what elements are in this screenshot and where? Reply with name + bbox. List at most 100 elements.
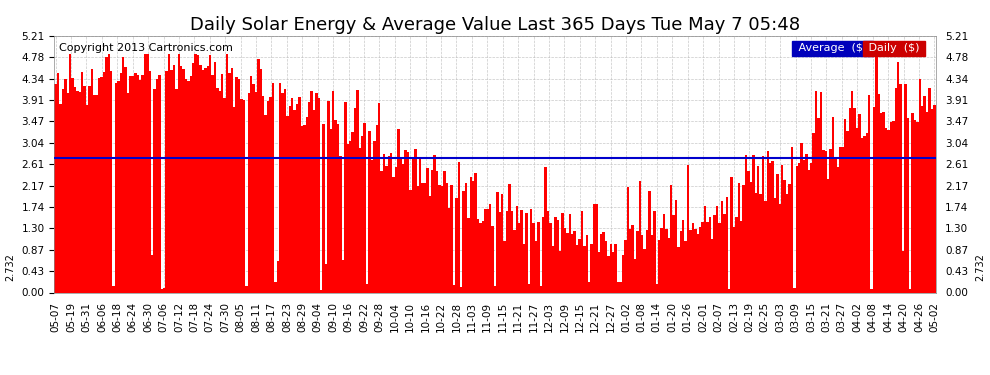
Bar [447,208,450,292]
Bar [837,167,839,292]
Bar [358,148,361,292]
Bar [615,244,617,292]
Bar [144,54,147,292]
Bar [530,209,533,292]
Bar [211,75,214,292]
Bar [856,128,858,292]
Bar [148,71,151,292]
Bar [397,129,400,292]
Bar [479,223,482,292]
Bar [380,171,383,292]
Bar [108,54,110,292]
Bar [759,194,761,292]
Bar [846,130,848,292]
Bar [69,54,71,292]
Bar [788,184,791,292]
Bar [93,95,95,292]
Bar [286,116,289,292]
Bar [264,115,267,292]
Bar [769,163,771,292]
Bar [892,122,895,292]
Bar [610,244,612,292]
Bar [926,112,929,292]
Bar [54,84,56,292]
Bar [835,159,837,292]
Bar [61,88,64,292]
Bar [335,120,337,292]
Bar [766,152,769,292]
Bar [209,55,211,292]
Bar [525,213,528,292]
Bar [271,83,274,292]
Bar [764,201,766,292]
Bar [902,251,904,292]
Bar [306,117,308,292]
Bar [254,92,257,292]
Bar [363,123,366,292]
Bar [187,81,190,292]
Bar [885,128,887,292]
Bar [808,170,810,292]
Bar [323,124,325,292]
Bar [839,147,842,292]
Bar [313,110,315,292]
Bar [134,73,137,292]
Bar [74,87,76,292]
Bar [887,130,890,292]
Bar [98,78,100,292]
Bar [345,102,346,292]
Bar [895,88,897,292]
Bar [709,217,711,292]
Bar [81,72,83,292]
Bar [243,100,246,292]
Bar [796,166,798,292]
Bar [934,105,936,292]
Bar [496,192,499,292]
Bar [714,215,716,292]
Bar [680,231,682,292]
Bar [229,73,231,292]
Bar [660,228,662,292]
Bar [246,286,248,292]
Bar [544,167,546,292]
Bar [521,210,523,292]
Bar [675,200,677,292]
Bar [716,206,719,292]
Bar [639,181,642,292]
Bar [742,185,744,292]
Bar [805,154,808,292]
Bar [786,194,788,292]
Bar [103,72,105,292]
Bar [422,183,424,292]
Bar [924,96,926,292]
Bar [513,230,516,292]
Bar [120,72,122,292]
Bar [728,290,731,292]
Bar [682,220,684,292]
Bar [556,220,559,292]
Bar [877,94,880,292]
Bar [125,68,127,292]
Bar [650,235,653,292]
Bar [301,126,303,292]
Bar [605,241,607,292]
Bar [721,201,723,292]
Bar [921,106,924,292]
Text: Copyright 2013 Cartronics.com: Copyright 2013 Cartronics.com [58,44,233,53]
Bar [554,217,556,292]
Bar [535,241,538,292]
Bar [931,109,934,292]
Bar [694,229,697,292]
Bar [800,143,803,292]
Bar [842,147,843,292]
Bar [706,222,709,292]
Bar [182,69,185,292]
Bar [231,68,233,292]
Bar [214,62,216,292]
Bar [342,260,345,292]
Bar [289,105,291,292]
Bar [241,99,243,292]
Bar [830,149,832,292]
Bar [776,174,779,292]
Bar [648,191,650,292]
